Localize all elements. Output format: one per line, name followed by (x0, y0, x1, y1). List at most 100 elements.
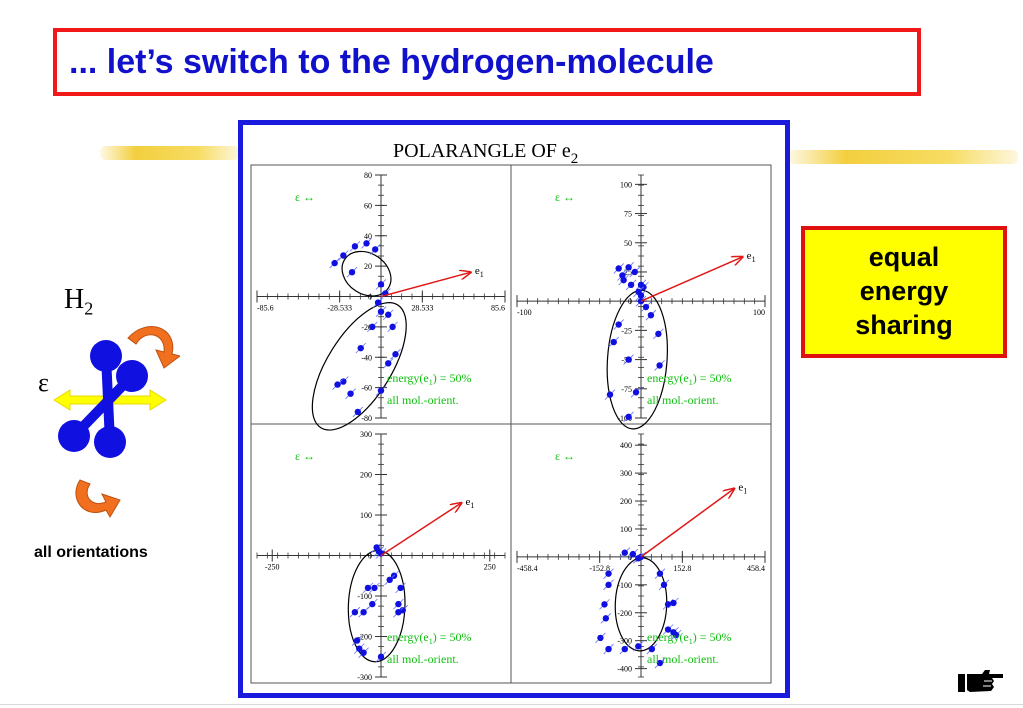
y-tick-label: 400 (620, 441, 632, 450)
data-point (372, 246, 379, 253)
e1-vector-arrow (640, 257, 743, 302)
data-point (374, 299, 382, 306)
data-point (629, 550, 637, 558)
x-tick-label: -28.533 (327, 304, 352, 313)
y-tick-label: 80 (364, 171, 372, 180)
equal-energy-sharing-box: equal energy sharing (801, 226, 1007, 358)
data-point (397, 584, 404, 592)
distribution-lobe (341, 250, 392, 297)
data-point (647, 311, 655, 319)
energy-label-value: ) = 50% (693, 630, 732, 644)
side-box-line-2: energy (859, 276, 949, 306)
e1-vector-label: e1 (465, 496, 474, 510)
hydrogen-molecule-diagram (53, 326, 180, 518)
data-point (664, 626, 672, 633)
energy-label-subscript: 1 (429, 378, 433, 387)
e1-vector-label-subscript: 1 (480, 270, 484, 279)
data-point (627, 281, 635, 289)
y-tick-label: -60 (361, 384, 372, 393)
rotation-arrow-top-icon (127, 326, 180, 369)
data-point (620, 276, 627, 284)
title-box: ... let’s switch to the hydrogen-molecul… (53, 28, 921, 96)
x-tick-label: -250 (265, 563, 280, 572)
energy-label-text: energy(e (647, 371, 689, 385)
atom-icon (94, 426, 126, 458)
e1-vector-arrow (380, 272, 471, 298)
data-point (605, 570, 612, 577)
highlight-stroke-left (100, 146, 240, 160)
energy-label: energy(e1) = 50% (387, 630, 472, 646)
data-point (615, 321, 622, 328)
data-point (610, 338, 617, 346)
molecule-label-subscript: 2 (84, 298, 94, 319)
footer-divider (0, 704, 1023, 705)
data-point (605, 645, 612, 653)
energy-label-text: energy(e (647, 630, 689, 644)
y-tick-label: 100 (620, 525, 632, 534)
e1-vector-label: e1 (475, 265, 484, 279)
data-point (621, 549, 628, 556)
energy-label-subscript: 1 (689, 637, 693, 646)
x-tick-label: -458.4 (517, 564, 538, 573)
y-tick-label: -300 (357, 673, 372, 682)
e1-vector-label: e1 (747, 250, 756, 264)
y-tick-label: 200 (620, 497, 632, 506)
data-point (386, 576, 393, 583)
atom-icon (116, 360, 148, 392)
data-point (389, 323, 396, 331)
energy-label: energy(e1) = 50% (387, 371, 472, 387)
energy-label-text: energy(e (387, 630, 429, 644)
data-point (648, 645, 656, 653)
data-point (377, 281, 385, 288)
side-box-line-1: equal (868, 242, 940, 272)
field-symbol: ε (38, 368, 49, 397)
data-point (637, 292, 645, 299)
y-tick-label: 75 (624, 210, 632, 219)
data-point (606, 391, 614, 398)
chart-title-text: POLARANGLE OF e (393, 140, 571, 162)
e1-vector-label-subscript: 1 (743, 486, 747, 495)
slide-title: ... let’s switch to the hydrogen-molecul… (69, 43, 714, 81)
pointing-hand-icon[interactable] (958, 666, 1004, 696)
highlight-stroke-right (788, 150, 1018, 164)
chart-title: POLARANGLE OF e2 (393, 140, 578, 167)
data-point (340, 252, 347, 259)
data-point (334, 381, 341, 388)
data-point (356, 645, 363, 652)
data-point (377, 308, 385, 315)
data-point (363, 240, 370, 247)
data-point (360, 649, 367, 656)
side-box-line-3: sharing (855, 310, 953, 340)
orientation-note: all mol.-orient. (647, 652, 719, 666)
x-tick-label: -85.6 (257, 304, 274, 313)
energy-label-subscript: 1 (689, 378, 693, 387)
y-tick-label: -100 (357, 592, 372, 601)
e1-vector-arrow (380, 503, 461, 557)
data-point (642, 303, 650, 311)
orientation-note: all mol.-orient. (387, 652, 459, 666)
x-tick-label: 152.8 (673, 564, 691, 573)
y-tick-label: 0 (368, 552, 372, 561)
e1-vector-label-text: e (747, 250, 752, 262)
data-point (625, 264, 632, 271)
data-point (637, 297, 645, 305)
y-tick-label: 0 (368, 293, 372, 302)
energy-label-value: ) = 50% (433, 630, 472, 644)
data-point (621, 645, 628, 653)
y-tick-label: 200 (360, 471, 372, 480)
molecule-label: H2 (64, 284, 93, 320)
data-point (660, 581, 668, 589)
data-point (597, 634, 604, 642)
y-tick-label: -20 (361, 323, 372, 332)
data-point (377, 653, 385, 660)
y-tick-label: -40 (361, 353, 372, 362)
x-tick-label: -100 (517, 308, 532, 317)
data-point (601, 601, 608, 608)
y-tick-label: -200 (617, 609, 632, 618)
molecule-label-text: H (64, 284, 85, 315)
data-point (385, 311, 392, 318)
rotation-arrow-bottom-icon (75, 479, 121, 518)
y-tick-label: 20 (364, 262, 372, 271)
data-point (656, 570, 664, 577)
